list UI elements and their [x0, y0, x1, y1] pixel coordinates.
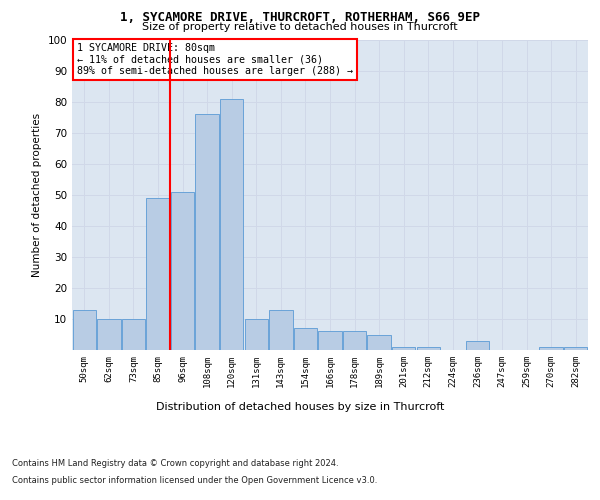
- Bar: [220, 99, 244, 350]
- Bar: [269, 310, 293, 350]
- Text: 1 SYCAMORE DRIVE: 80sqm
← 11% of detached houses are smaller (36)
89% of semi-de: 1 SYCAMORE DRIVE: 80sqm ← 11% of detache…: [77, 43, 353, 76]
- Bar: [564, 347, 587, 350]
- Bar: [367, 334, 391, 350]
- Bar: [319, 332, 341, 350]
- Bar: [171, 192, 194, 350]
- Bar: [539, 347, 563, 350]
- Bar: [146, 198, 170, 350]
- Bar: [245, 319, 268, 350]
- Text: Distribution of detached houses by size in Thurcroft: Distribution of detached houses by size …: [156, 402, 444, 412]
- Bar: [294, 328, 317, 350]
- Text: Size of property relative to detached houses in Thurcroft: Size of property relative to detached ho…: [142, 22, 458, 32]
- Y-axis label: Number of detached properties: Number of detached properties: [32, 113, 42, 277]
- Bar: [97, 319, 121, 350]
- Bar: [343, 332, 366, 350]
- Bar: [416, 347, 440, 350]
- Text: 1, SYCAMORE DRIVE, THURCROFT, ROTHERHAM, S66 9EP: 1, SYCAMORE DRIVE, THURCROFT, ROTHERHAM,…: [120, 11, 480, 24]
- Text: Contains public sector information licensed under the Open Government Licence v3: Contains public sector information licen…: [12, 476, 377, 485]
- Bar: [122, 319, 145, 350]
- Bar: [196, 114, 219, 350]
- Text: Contains HM Land Registry data © Crown copyright and database right 2024.: Contains HM Land Registry data © Crown c…: [12, 458, 338, 468]
- Bar: [466, 340, 489, 350]
- Bar: [73, 310, 96, 350]
- Bar: [392, 347, 415, 350]
